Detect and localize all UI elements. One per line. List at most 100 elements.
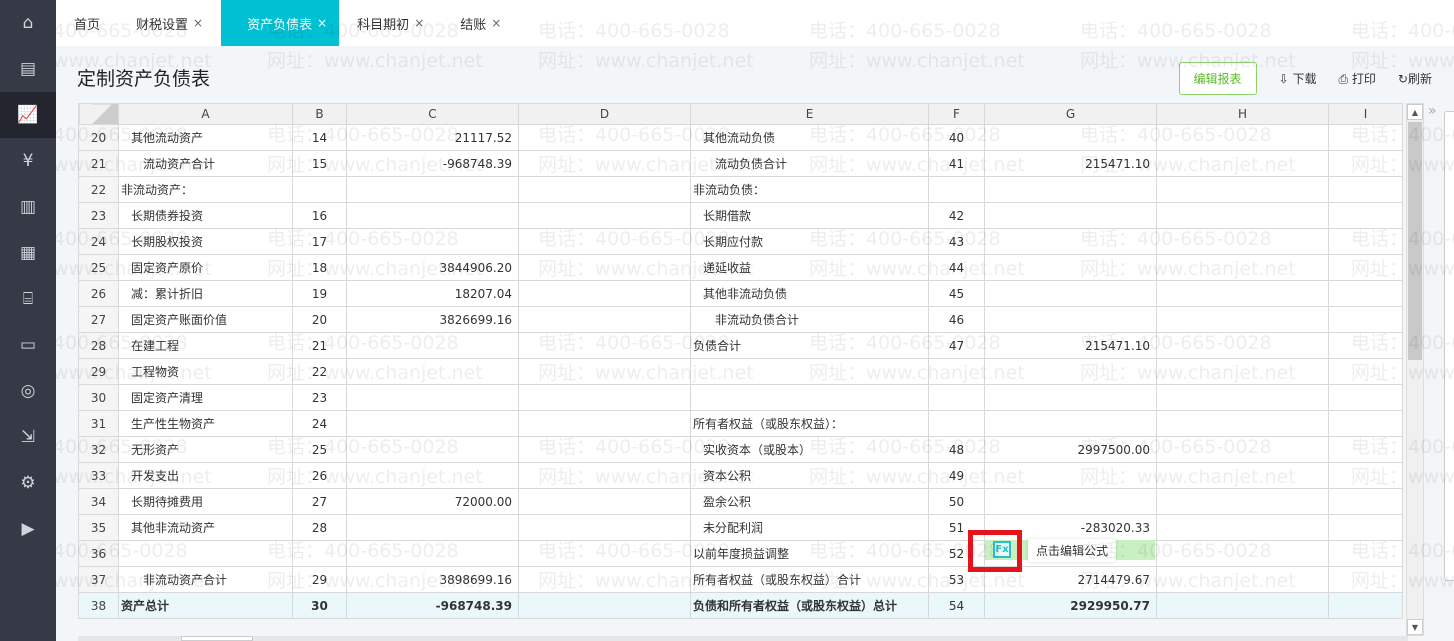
- cell[interactable]: [518, 332, 691, 359]
- cell[interactable]: 27: [292, 488, 347, 515]
- row-header[interactable]: 22: [78, 176, 119, 203]
- sidebar-item-10[interactable]: ⚙: [0, 460, 56, 506]
- cell[interactable]: 17: [292, 228, 347, 255]
- cell[interactable]: 22: [292, 358, 347, 385]
- cell[interactable]: 47: [928, 332, 985, 359]
- cell[interactable]: [518, 280, 691, 307]
- vertical-scrollbar[interactable]: ▲ ▼: [1406, 103, 1424, 636]
- cell[interactable]: 长期股权投资: [118, 228, 293, 255]
- cell[interactable]: 21: [292, 332, 347, 359]
- cell[interactable]: [928, 384, 985, 411]
- cell[interactable]: [690, 358, 929, 385]
- cell[interactable]: [1328, 176, 1403, 203]
- cell[interactable]: [1328, 540, 1403, 567]
- cell[interactable]: 42: [928, 202, 985, 229]
- cell[interactable]: [518, 436, 691, 463]
- cell[interactable]: 负债合计: [690, 332, 929, 359]
- cell[interactable]: [1328, 384, 1403, 411]
- cell[interactable]: [1156, 228, 1329, 255]
- cell[interactable]: [518, 566, 691, 593]
- row-header[interactable]: 21: [78, 150, 119, 177]
- close-icon[interactable]: ×: [491, 16, 502, 30]
- cell[interactable]: [292, 176, 347, 203]
- cell[interactable]: [984, 202, 1157, 229]
- sidebar-item-8[interactable]: ◎: [0, 368, 56, 414]
- scrollbar-thumb[interactable]: [1408, 122, 1422, 360]
- cell[interactable]: [1156, 592, 1329, 619]
- cell[interactable]: [346, 514, 519, 541]
- download-button[interactable]: ⇩ 下载: [1278, 72, 1317, 86]
- cell[interactable]: 其他非流动负债: [690, 280, 929, 307]
- cell[interactable]: [1156, 306, 1329, 333]
- column-header[interactable]: A: [118, 103, 293, 125]
- sidebar-item-1[interactable]: ▤: [0, 46, 56, 92]
- cell[interactable]: [346, 436, 519, 463]
- cell[interactable]: 19: [292, 280, 347, 307]
- column-header[interactable]: C: [346, 103, 519, 125]
- cell[interactable]: [1328, 228, 1403, 255]
- cell[interactable]: [690, 384, 929, 411]
- close-icon[interactable]: ×: [193, 16, 204, 30]
- cell[interactable]: [346, 410, 519, 437]
- cell[interactable]: 25: [292, 436, 347, 463]
- cell[interactable]: 30: [292, 592, 347, 619]
- tab-2[interactable]: 资产负债表 ×: [221, 0, 340, 46]
- cell[interactable]: [1328, 514, 1403, 541]
- cell[interactable]: [984, 462, 1157, 489]
- row-header[interactable]: 26: [78, 280, 119, 307]
- cell[interactable]: [1156, 410, 1329, 437]
- column-header[interactable]: E: [690, 103, 929, 125]
- tab-4[interactable]: 结账 ×: [442, 0, 519, 46]
- sidebar-item-6[interactable]: ⌸: [0, 276, 56, 322]
- cell[interactable]: [984, 410, 1157, 437]
- cell[interactable]: 3898699.16: [346, 566, 519, 593]
- cell[interactable]: [928, 410, 985, 437]
- cell[interactable]: -283020.33: [984, 514, 1157, 541]
- cell[interactable]: 49: [928, 462, 985, 489]
- refresh-button[interactable]: ↻刷新: [1397, 72, 1432, 86]
- column-header[interactable]: F: [928, 103, 985, 125]
- cell[interactable]: 50: [928, 488, 985, 515]
- cell[interactable]: 负债和所有者权益（或股东权益）总计: [690, 592, 929, 619]
- cell[interactable]: [1328, 436, 1403, 463]
- cell[interactable]: [1328, 150, 1403, 177]
- sidebar-item-3[interactable]: ¥: [0, 138, 56, 184]
- cell[interactable]: [1328, 124, 1403, 151]
- cell[interactable]: 18207.04: [346, 280, 519, 307]
- cell[interactable]: [346, 176, 519, 203]
- row-header[interactable]: 31: [78, 410, 119, 437]
- cell[interactable]: [346, 332, 519, 359]
- cell[interactable]: 20: [292, 306, 347, 333]
- column-header[interactable]: I: [1328, 103, 1403, 125]
- cell[interactable]: [518, 592, 691, 619]
- cell[interactable]: 非流动负债：: [690, 176, 929, 203]
- cell[interactable]: 流动资产合计: [118, 150, 293, 177]
- cell[interactable]: [1156, 566, 1329, 593]
- cell[interactable]: 递延收益: [690, 254, 929, 281]
- cell[interactable]: [1156, 150, 1329, 177]
- cell[interactable]: [1328, 254, 1403, 281]
- cell[interactable]: [984, 384, 1157, 411]
- cell[interactable]: [1156, 488, 1329, 515]
- cell[interactable]: [984, 306, 1157, 333]
- cell[interactable]: 工程物资: [118, 358, 293, 385]
- cell[interactable]: [518, 410, 691, 437]
- cell[interactable]: 46: [928, 306, 985, 333]
- close-icon[interactable]: ×: [414, 16, 425, 30]
- cell[interactable]: [346, 384, 519, 411]
- cell[interactable]: 72000.00: [346, 488, 519, 515]
- cell[interactable]: 40: [928, 124, 985, 151]
- cell[interactable]: [118, 540, 293, 567]
- column-header[interactable]: B: [292, 103, 347, 125]
- cell[interactable]: 其他流动资产: [118, 124, 293, 151]
- row-header[interactable]: 36: [78, 540, 119, 567]
- edit-report-button[interactable]: 编辑报表: [1178, 62, 1257, 95]
- cell[interactable]: [1156, 358, 1329, 385]
- row-header[interactable]: 29: [78, 358, 119, 385]
- cell[interactable]: [1328, 306, 1403, 333]
- cell[interactable]: 26: [292, 462, 347, 489]
- cell[interactable]: 15: [292, 150, 347, 177]
- cell[interactable]: [518, 358, 691, 385]
- cell[interactable]: 51: [928, 514, 985, 541]
- cell[interactable]: [292, 540, 347, 567]
